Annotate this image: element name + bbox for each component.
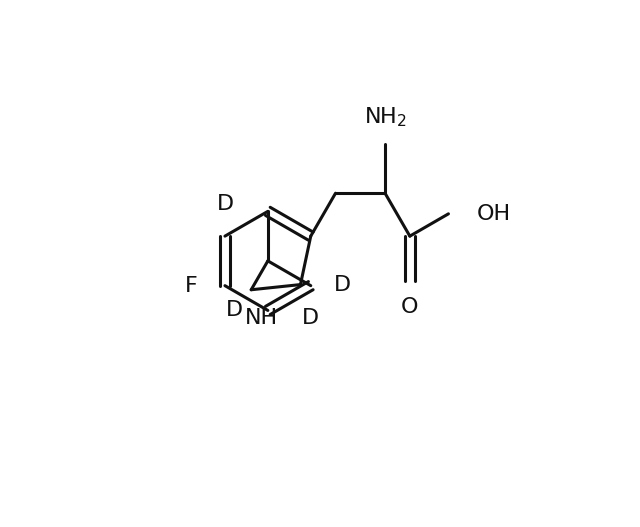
Text: OH: OH xyxy=(477,204,511,224)
Text: D: D xyxy=(216,194,234,214)
Text: D: D xyxy=(225,300,243,320)
Text: D: D xyxy=(302,308,319,328)
Text: NH$_2$: NH$_2$ xyxy=(364,106,406,130)
Text: D: D xyxy=(334,275,351,295)
Text: O: O xyxy=(401,297,419,317)
Text: F: F xyxy=(185,276,197,296)
Text: NH: NH xyxy=(245,308,278,328)
